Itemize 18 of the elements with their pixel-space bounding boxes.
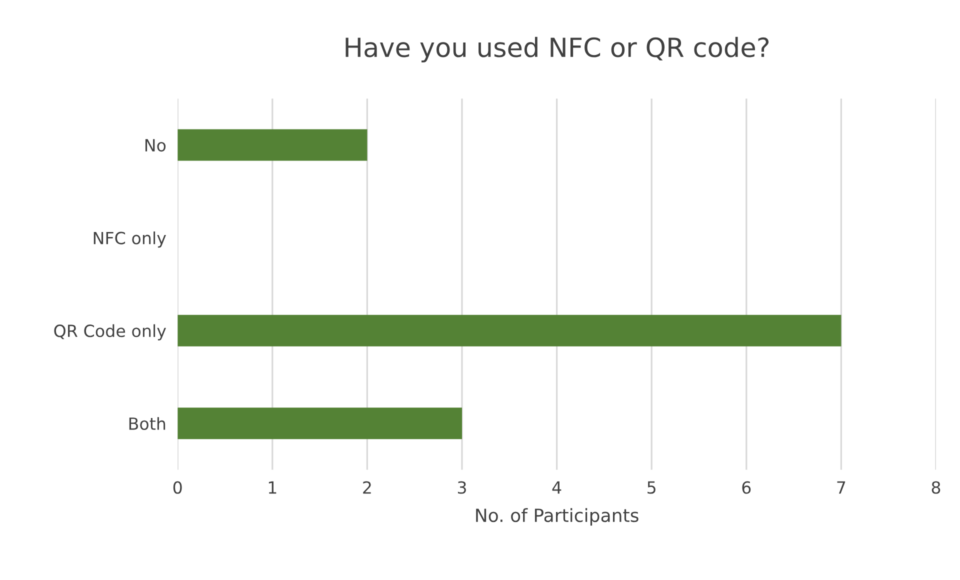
x-tick-label: 4 [552, 481, 562, 494]
x-tick-label: 3 [458, 481, 466, 494]
y-tick-label: No [145, 139, 166, 152]
x-tick-label: 0 [173, 481, 182, 494]
x-tick-label: 1 [268, 481, 276, 494]
y-tick-label: QR Code only [54, 324, 166, 340]
x-axis-title: No. of Participants [476, 508, 638, 526]
bar [178, 408, 462, 440]
x-tick-label: 5 [648, 481, 656, 494]
bar [178, 129, 368, 161]
x-tick-label: 6 [742, 481, 751, 494]
x-tick-label: 8 [932, 481, 940, 494]
chart-title: Have you used NFC or QR code? [346, 36, 769, 62]
x-tick-label: 7 [837, 481, 846, 494]
x-tick-label: 2 [363, 481, 371, 494]
y-tick-label: NFC only [94, 231, 166, 248]
bar [178, 314, 842, 346]
y-tick-label: Both [129, 417, 166, 430]
